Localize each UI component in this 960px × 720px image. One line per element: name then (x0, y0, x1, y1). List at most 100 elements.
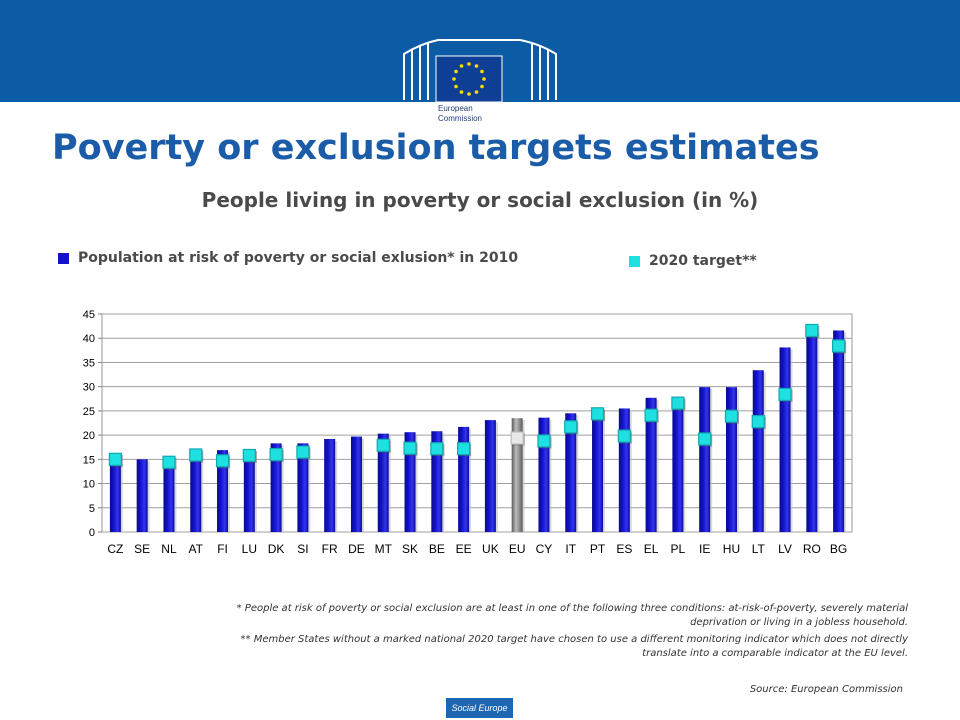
berlaymont-building-icon (403, 39, 557, 103)
legend-swatch-marker-icon (629, 255, 640, 267)
bar (592, 409, 604, 532)
y-tick-label: 20 (83, 430, 95, 442)
target-marker (189, 448, 203, 462)
bar (565, 413, 577, 532)
x-tick-label: SE (134, 542, 150, 556)
x-tick-label: UK (482, 542, 499, 556)
target-marker (242, 448, 256, 463)
x-tick-label: FR (322, 542, 338, 556)
bar (484, 420, 496, 532)
x-tick-label: HU (723, 542, 740, 556)
x-tick-label: IE (699, 542, 710, 556)
x-tick-label: PT (590, 542, 606, 556)
target-marker (590, 407, 605, 421)
bar (190, 451, 202, 532)
y-tick-label: 0 (89, 527, 95, 539)
y-tick-label: 15 (83, 454, 95, 466)
x-tick-label: LU (242, 542, 257, 556)
eu-star-icon (467, 62, 471, 66)
x-tick-label: DK (268, 542, 285, 556)
target-marker (698, 432, 712, 446)
x-tick-label: LT (752, 542, 766, 556)
eu-star-icon (474, 64, 479, 68)
x-tick-label: EE (456, 542, 472, 556)
bar (538, 417, 550, 532)
x-tick-label: NL (161, 542, 177, 556)
x-tick-label: SK (402, 542, 418, 556)
bar (350, 436, 362, 532)
footnote-1: * People at risk of poverty or social ex… (236, 603, 908, 628)
eu-star-icon (480, 84, 484, 89)
target-marker (108, 452, 122, 466)
page-title: Poverty or exclusion targets estimates (52, 128, 820, 168)
target-marker (376, 438, 390, 452)
target-marker (751, 414, 765, 429)
target-marker (403, 441, 417, 455)
x-tick-label: MT (375, 542, 393, 556)
bar (699, 387, 711, 532)
bar (404, 432, 416, 532)
x-tick-label: DE (348, 542, 365, 556)
eu-star-icon (467, 92, 471, 96)
target-marker (617, 429, 631, 443)
legend-label-2010: Population at risk of poverty or social … (78, 250, 519, 266)
legend-swatch-bar-icon (58, 252, 69, 264)
eu-star-icon (454, 84, 458, 89)
y-tick-label: 30 (83, 382, 95, 394)
x-tick-label: LV (778, 542, 792, 556)
bar (645, 397, 657, 532)
x-tick-label: ES (616, 542, 632, 556)
bar (217, 450, 229, 532)
x-tick-label: CY (536, 542, 553, 556)
x-tick-label: PL (671, 542, 686, 556)
target-marker (510, 431, 524, 445)
x-tick-label: SI (297, 542, 308, 556)
x-tick-label: RO (803, 542, 821, 556)
y-tick-label: 40 (83, 333, 95, 345)
bar (672, 397, 684, 532)
source-note: Source: European Commission (749, 684, 903, 695)
bar (377, 433, 389, 532)
bar-eu (511, 418, 523, 532)
target-marker (537, 434, 551, 448)
target-marker (296, 445, 310, 459)
eu-star-icon (482, 77, 486, 81)
x-tick-label: BE (429, 542, 445, 556)
target-marker (215, 454, 230, 468)
chart-subtitle: People living in poverty or social exclu… (201, 188, 759, 212)
bar (806, 331, 818, 532)
eu-star-icon (459, 64, 464, 68)
target-marker (457, 442, 471, 456)
eu-star-icon (474, 90, 479, 94)
bar (618, 408, 630, 532)
social-europe-badge: Social Europe (446, 698, 513, 718)
bar (458, 426, 470, 532)
bar (109, 462, 121, 532)
european-commission-logo (400, 18, 560, 134)
target-marker (724, 409, 739, 423)
logo-line-1: European (438, 104, 473, 113)
x-tick-label: AT (189, 542, 204, 556)
x-tick-label: FI (217, 542, 228, 556)
bar (163, 458, 175, 532)
x-tick-label: EU (509, 542, 526, 556)
target-marker (805, 323, 819, 338)
bar (297, 443, 309, 532)
x-tick-label: CZ (107, 542, 123, 556)
legend-item-2010: Population at risk of poverty or social … (58, 250, 518, 266)
x-tick-label: BG (830, 542, 847, 556)
target-marker (778, 387, 792, 402)
eu-star-icon (452, 77, 456, 81)
bar (833, 330, 845, 532)
bar (725, 387, 737, 532)
plot-area (101, 313, 853, 533)
target-marker (564, 420, 578, 434)
target-marker (671, 396, 685, 410)
y-tick-label: 45 (83, 309, 95, 321)
eu-star-icon (480, 69, 484, 74)
target-marker (162, 455, 176, 469)
bar (779, 347, 791, 532)
y-tick-label: 5 (89, 503, 95, 515)
bar (324, 438, 336, 532)
